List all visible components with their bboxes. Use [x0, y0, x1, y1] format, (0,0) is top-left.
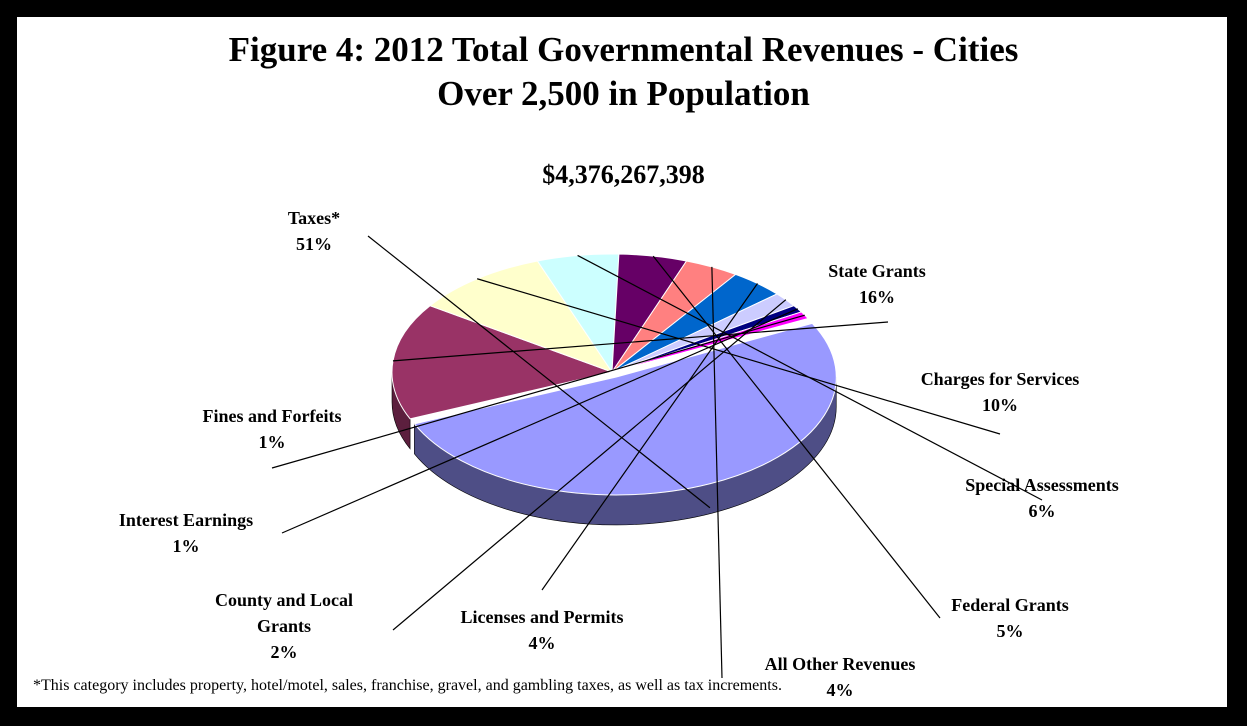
leader-line-8	[281, 308, 798, 534]
slice-label-5: All Other Revenues 4%	[765, 654, 916, 700]
leader-line-5	[711, 266, 723, 679]
pie-slice-2	[429, 260, 614, 373]
slice-label-2: Charges for Services 10%	[921, 369, 1080, 415]
slice-label-4: Federal Grants 5%	[951, 595, 1068, 641]
pie-slice-0	[413, 322, 837, 496]
leader-lines	[271, 235, 1043, 679]
leader-line-9	[271, 314, 805, 469]
leader-line-2	[476, 278, 1001, 435]
slice-label-1: State Grants 16%	[828, 261, 926, 307]
total-revenue: $4,376,267,398	[542, 160, 705, 189]
leader-line-7	[392, 299, 787, 631]
title-line-1: Figure 4: 2012 Total Governmental Revenu…	[228, 30, 1019, 69]
slice-labels: Taxes* 51% State Grants 16% Charges for Serv…	[119, 208, 1119, 700]
leader-line-1	[392, 321, 889, 362]
title-line-2: Over 2,500 in Population	[437, 74, 810, 113]
leader-line-3	[577, 254, 1043, 501]
leader-line-0	[367, 235, 711, 509]
chart-title: Figure 4: 2012 Total Governmental Revenu…	[0, 28, 1247, 116]
slice-label-3: Special Assessments 6%	[965, 475, 1119, 521]
footnote: *This category includes property, hotel/…	[33, 677, 782, 694]
pie-tops	[391, 253, 837, 496]
leader-line-4	[652, 255, 941, 619]
slice-label-7: County and Local Grants 2%	[215, 590, 353, 662]
slice-label-0: Taxes* 51%	[288, 208, 340, 254]
leader-line-6	[541, 283, 758, 591]
slice-label-9: Fines and Forfeits 1%	[203, 406, 342, 452]
slice-label-8: Interest Earnings 1%	[119, 510, 253, 556]
slice-label-6: Licenses and Permits 4%	[461, 607, 624, 653]
